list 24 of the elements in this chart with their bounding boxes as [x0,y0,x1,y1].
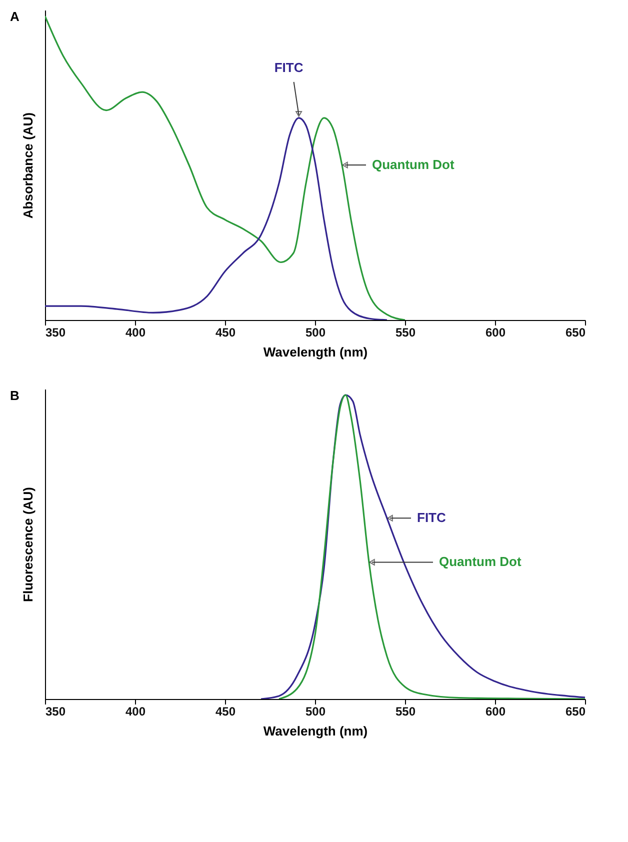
text: Quantum Dot [439,554,522,570]
chart-title: A [10,9,20,24]
text: FITC [274,60,304,75]
x-tick-label: 600 [485,326,506,340]
x-axis-title: Wavelength (nm) [263,724,368,738]
text: Quantum Dot [372,157,455,172]
x-tick-label: 350 [46,326,66,340]
x-tick-label: 650 [565,704,586,718]
series-label: FITC [417,510,446,526]
x-tick-label: 400 [125,704,146,718]
x-tick-label: 450 [215,704,236,718]
y-axis-title: Fluorescence (AU) [20,487,36,602]
x-tick-label: 500 [305,704,326,718]
y-axis-title: Absorbance (AU) [20,112,36,219]
x-tick-label: 650 [565,326,586,340]
x-tick-label: 550 [395,326,416,340]
chart-title: B [10,388,20,403]
x-tick-label: 450 [215,326,236,340]
x-tick-label: 550 [395,704,416,718]
x-tick-label: 500 [305,326,326,340]
x-tick-label: 400 [125,326,146,340]
x-tick-label: 350 [46,704,66,718]
x-axis-title: Wavelength (nm) [263,344,368,360]
x-tick-label: 600 [485,704,506,718]
